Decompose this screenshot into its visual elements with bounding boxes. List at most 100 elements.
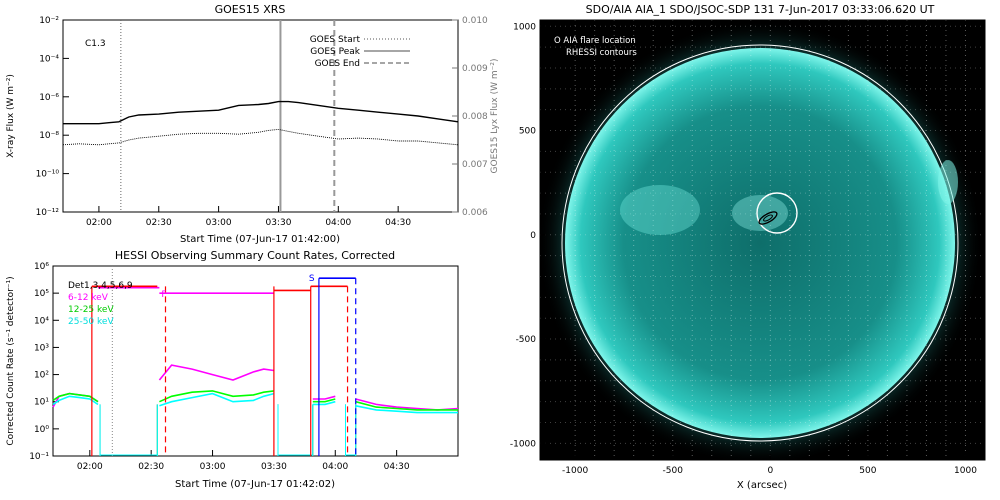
- aia-x-tick-label: 1000: [954, 466, 977, 476]
- hessi-x-tick-label: 02:00: [77, 462, 103, 472]
- aia-plot-frame: [539, 19, 986, 461]
- hessi-title: HESSI Observing Summary Count Rates, Cor…: [115, 249, 395, 262]
- hessi-legend-title: Det1,3,4,5,6,9: [68, 281, 133, 291]
- hessi-x-tick-label: 04:00: [322, 462, 348, 472]
- hessi-y-tick-label: 10⁵: [34, 289, 49, 299]
- goes-panel: GOES15 XRS 02:00 02:30 03:00 03:30 04:00 04:3…: [6, 3, 500, 245]
- goes-x-tick-label: 04:00: [325, 218, 351, 228]
- rhessi-contour-inner: [763, 214, 773, 222]
- goes-x-ticks: 02:00 02:30 03:00 03:30 04:00 04:30: [86, 206, 411, 228]
- goes-y-tick-label: 10⁻⁶: [39, 93, 59, 103]
- goes-legend-peak: GOES Peak: [310, 47, 360, 57]
- aia-y-ticks: 1000 500 0 -500 -1000: [510, 22, 546, 449]
- goes-y-tick-label: 10⁻⁴: [39, 54, 59, 64]
- aia-y-tick-label: 500: [519, 127, 536, 137]
- aia-y-tick-label: -1000: [510, 439, 536, 449]
- goes-title: GOES15 XRS: [215, 3, 286, 16]
- hessi-series-6-12-keV: [312, 395, 336, 400]
- goes-y-tick-label: 10⁻¹²: [36, 208, 60, 218]
- goes-legend: GOES Start GOES Peak GOES End: [310, 35, 410, 69]
- goes-y2-tick-label: 0.009: [462, 64, 488, 74]
- hessi-plot-frame: [52, 265, 459, 457]
- goes-y2-tick-label: 0.007: [462, 160, 488, 170]
- goes-event-lines: [120, 20, 336, 212]
- aia-legend-flare: O AIA flare location: [554, 36, 636, 46]
- rhessi-contour-outer: [758, 211, 778, 225]
- goes-series-short: [62, 128, 459, 146]
- hessi-y-tick-label: 10²: [34, 371, 49, 381]
- hessi-series-25-50-keV: [159, 392, 275, 407]
- hessi-series-12-25-keV: [52, 392, 99, 403]
- hessi-x-tick-label: 02:30: [138, 462, 164, 472]
- hessi-y-tick-label: 10¹: [34, 398, 49, 408]
- aia-active-region-east: [620, 185, 700, 235]
- hessi-legend-12-25: 12-25 keV: [68, 305, 114, 315]
- hessi-x-tick-label: 04:30: [384, 462, 410, 472]
- goes-y2-ticks: 0.010 0.009 0.008 0.007 0.006: [452, 16, 488, 218]
- goes-series-long: [63, 100, 459, 125]
- hessi-x-tick-label: 03:00: [200, 462, 226, 472]
- aia-flare-location-circle: [756, 192, 798, 234]
- hessi-y-ticks: 10⁶ 10⁵ 10⁴ 10³ 10² 10¹ 10⁰ 10⁻¹: [29, 262, 59, 462]
- hessi-x-tick-label: 03:30: [261, 462, 287, 472]
- hessi-y-tick-label: 10⁶: [34, 262, 49, 272]
- goes-y2-tick-label: 0.006: [462, 208, 488, 218]
- goes-y-tick-label: 10⁻¹⁰: [36, 170, 60, 180]
- aia-y-tick-label: 1000: [513, 22, 536, 32]
- goes-x-tick-label: 02:00: [86, 218, 112, 228]
- goes-y-ticks: 10⁻² 10⁻⁴ 10⁻⁶ 10⁻⁸ 10⁻¹⁰ 10⁻¹²: [36, 16, 69, 218]
- aia-limb-brightening: [938, 160, 958, 204]
- hessi-y-tick-label: 10⁴: [34, 316, 49, 326]
- hessi-legend-6-12: 6-12 keV: [68, 293, 109, 303]
- hessi-ylabel: Corrected Count Rate (s⁻¹ detector⁻¹): [6, 276, 16, 445]
- goes-x-tick-label: 04:30: [385, 218, 411, 228]
- goes-x-tick-label: 02:30: [146, 218, 172, 228]
- hessi-legend: Det1,3,4,5,6,9 6-12 keV 12-25 keV 25-50 …: [68, 281, 133, 327]
- hessi-marker-s: S: [309, 274, 315, 284]
- aia-x-tick-label: 500: [859, 466, 876, 476]
- goes-annotation: C1.3: [85, 39, 106, 49]
- aia-y-tick-label: -500: [516, 335, 537, 345]
- aia-active-region-center: [732, 195, 788, 231]
- hessi-series-25-50-keV: [312, 400, 336, 406]
- goes-y-tick-label: 10⁻⁸: [39, 131, 59, 141]
- aia-title: SDO/AIA AIA_1 SDO/JSOC-SDP 131 7-Jun-201…: [586, 3, 935, 16]
- hessi-series-group: [52, 266, 459, 456]
- aia-x-tick-label: 0: [767, 466, 773, 476]
- hessi-markers: FS: [161, 274, 315, 300]
- aia-x-tick-label: -1000: [562, 466, 588, 476]
- hessi-y-tick-label: 10³: [34, 343, 49, 353]
- goes-y2-tick-label: 0.010: [462, 16, 488, 26]
- goes-x-tick-label: 03:00: [206, 218, 232, 228]
- goes-y2label: GOES15 Lyx Flux (W m⁻²): [490, 59, 500, 174]
- hessi-y-tick-label: 10⁻¹: [29, 452, 49, 462]
- goes-legend-start: GOES Start: [310, 35, 361, 45]
- goes-series-group: [62, 100, 459, 146]
- hessi-series-12-25-keV: [312, 398, 336, 403]
- goes-x-tick-label: 03:30: [265, 218, 291, 228]
- hessi-series-25-50-keV: [355, 405, 458, 414]
- goes-y2-tick-label: 0.008: [462, 112, 488, 122]
- hessi-legend-25-50: 25-50 keV: [68, 317, 114, 327]
- hessi-xlabel: Start Time (07-Jun-17 01:42:02): [175, 479, 335, 490]
- aia-panel: SDO/AIA AIA_1 SDO/JSOC-SDP 131 7-Jun-201…: [510, 3, 986, 491]
- hessi-series-6-12-keV: [158, 364, 275, 381]
- hessi-y-tick-label: 10⁰: [34, 425, 49, 435]
- goes-y-tick-label: 10⁻²: [39, 16, 59, 26]
- aia-limb-circle: [561, 44, 959, 442]
- goes-ylabel: X-ray Flux (W m⁻²): [6, 74, 16, 158]
- aia-disk-texture: [540, 20, 985, 460]
- goes-xlabel: Start Time (07-Jun-17 01:42:00): [180, 234, 340, 245]
- hessi-marker-f: F: [161, 290, 166, 300]
- aia-legend-rhessi: RHESSI contours: [566, 48, 637, 58]
- hessi-series-25-50-keV: [52, 395, 99, 406]
- hessi-panel: HESSI Observing Summary Count Rates, Cor…: [6, 249, 459, 490]
- aia-xlabel: X (arcsec): [737, 480, 787, 491]
- aia-x-ticks: -1000 -500 0 500 1000: [562, 454, 977, 476]
- hessi-series-12-25-keV: [159, 390, 275, 403]
- aia-x-tick-label: -500: [663, 466, 684, 476]
- hessi-series-12-25-keV: [355, 400, 458, 411]
- aia-solar-disk: [565, 48, 955, 438]
- aia-y-tick-label: 0: [530, 231, 536, 241]
